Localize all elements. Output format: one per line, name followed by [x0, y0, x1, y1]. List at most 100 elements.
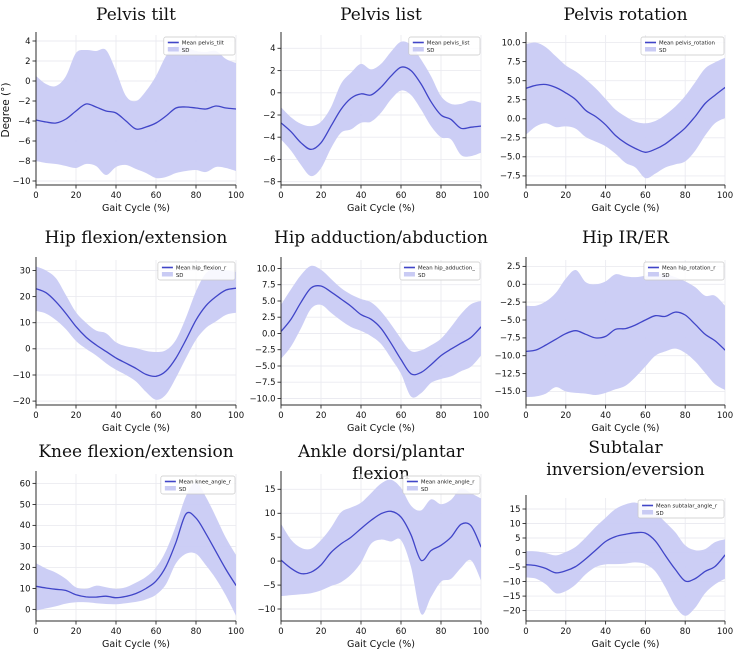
chart-title: Pelvis rotation [517, 0, 734, 30]
mean-line [526, 531, 725, 583]
x-tick-label: 0 [33, 627, 38, 637]
y-tick-label: 0.0 [262, 329, 276, 339]
y-tick-label: 40 [20, 521, 31, 531]
plot-area: 2.5 0.0 −2.5 −5.0 −7.5 −10.0 −12.5 −15.0 0 20 40 60… [494, 257, 733, 434]
y-tick-label: 0 [515, 548, 520, 558]
legend-mean-label: Mean pelvis_rotation [659, 41, 715, 47]
x-tick-label: 40 [600, 191, 611, 201]
x-tick-labels: 0 20 40 60 80 100 [33, 621, 244, 637]
y-tick-label: −5.0 [500, 153, 521, 163]
x-axis-label: Gait Cycle (%) [347, 639, 415, 650]
chart-title-line: Subtalar [588, 438, 663, 458]
y-tick-label: 0.0 [507, 280, 521, 290]
x-tick-labels: 0 20 40 60 80 100 [33, 405, 244, 421]
x-tick-label: 0 [523, 627, 528, 637]
y-tick-label: 5.0 [507, 77, 521, 87]
mean-line [281, 510, 481, 575]
y-tick-labels: 15 10 5 0 −5 −10 [258, 485, 281, 615]
y-tick-label: −8 [263, 178, 276, 188]
y-tick-label: 15 [510, 505, 521, 515]
legend-sd-swatch [167, 47, 179, 52]
y-tick-label: 10 [20, 319, 31, 329]
x-tick-label: 80 [436, 411, 447, 421]
y-tick-label: 5.0 [262, 297, 276, 307]
y-tick-label: −10.0 [249, 394, 275, 404]
x-tick-label: 80 [191, 411, 202, 421]
y-tick-label: 60 [20, 479, 31, 489]
x-tick-label: 60 [640, 191, 651, 201]
chart-cell: Subtalar inversion/eversion 15 10 5 0 −5 −10 −15… [490, 435, 734, 651]
legend-sd-swatch [403, 272, 415, 277]
legend-box [160, 475, 236, 495]
x-axis-label: Gait Cycle (%) [102, 423, 170, 434]
legend: Mean hip_rotation_rSD [643, 261, 725, 281]
chart-title: Hip flexion/extension [27, 215, 245, 255]
y-tick-labels: 10.0 7.5 5.0 2.5 0.0 −2.5 −5.0 −7.5 [500, 38, 526, 182]
x-tick-label: 80 [680, 627, 691, 637]
x-tick-label: 100 [473, 411, 489, 421]
legend-mean-label: Mean pelvis_tilt [182, 41, 224, 47]
x-tick-label: 80 [191, 191, 202, 201]
y-tick-label: 5 [515, 534, 520, 544]
chart-title-line: Hip adduction/abduction [274, 228, 488, 248]
legend-sd-label: SD [179, 487, 187, 493]
x-tick-label: 20 [71, 191, 82, 201]
x-tick-label: 60 [396, 627, 407, 637]
chart-cell: Hip IR/ER 2.5 0.0 −2.5 −5.0 −7.5 −10.0 −12.5 −15… [490, 215, 734, 435]
y-tick-label: −5.0 [255, 362, 276, 372]
x-axis-label: Gait Cycle (%) [347, 203, 415, 214]
legend-box [157, 261, 236, 281]
legend-sd-swatch [645, 47, 656, 52]
legend-sd-label: SD [418, 273, 426, 279]
mean-line [526, 83, 725, 153]
mean-line [281, 66, 481, 151]
y-tick-label: 4 [25, 37, 30, 47]
sd-band [281, 265, 481, 398]
y-tick-label: −6 [263, 155, 276, 165]
chart-title: Pelvis list [272, 0, 490, 30]
chart-cell: Knee flexion/extension 60 50 40 30 20 10 0 0 20 40… [0, 435, 245, 651]
y-tick-label: 2 [25, 57, 30, 67]
x-tick-label: 100 [717, 411, 733, 421]
x-tick-labels: 0 20 40 60 80 100 [278, 621, 489, 637]
x-axis-label: Gait Cycle (%) [102, 639, 170, 650]
legend-sd-swatch [642, 510, 654, 515]
chart-title-line: Pelvis rotation [563, 5, 688, 25]
x-tick-label: 40 [111, 627, 122, 637]
x-tick-label: 100 [228, 191, 244, 201]
x-tick-labels: 0 20 40 60 80 100 [33, 185, 244, 201]
y-tick-label: 0 [270, 89, 275, 99]
sd-band [281, 41, 481, 177]
chart-title-line: Knee flexion/extension [38, 442, 234, 462]
y-tick-label: 10 [20, 584, 31, 594]
y-tick-label: −4 [18, 117, 31, 127]
sd-band [526, 502, 725, 616]
sd-band [36, 44, 236, 179]
chart-title-line: Hip IR/ER [581, 228, 669, 248]
y-tick-label: 15 [265, 485, 276, 495]
y-tick-label: −15.0 [494, 387, 520, 397]
x-tick-label: 0 [523, 191, 528, 201]
legend-sd-label: SD [427, 48, 435, 54]
y-tick-label: 10.0 [502, 38, 521, 48]
x-tick-label: 100 [473, 191, 489, 201]
x-tick-label: 40 [356, 411, 367, 421]
x-tick-label: 60 [151, 411, 162, 421]
y-tick-label: −2.5 [500, 134, 521, 144]
x-axis-label: Gait Cycle (%) [347, 423, 415, 434]
chart-title-line: inversion/eversion [546, 460, 705, 481]
legend-sd-swatch [647, 272, 659, 277]
x-tick-label: 0 [33, 411, 38, 421]
chart-title: Hip adduction/abduction [272, 215, 490, 255]
y-tick-label: 10 [510, 519, 521, 529]
y-tick-label: −7.5 [500, 334, 521, 344]
y-tick-label: 7.5 [262, 281, 276, 291]
sd-band [526, 42, 725, 179]
y-tick-labels: 60 50 40 30 20 10 0 [20, 479, 36, 615]
x-tick-label: 0 [523, 411, 528, 421]
y-tick-label: −10 [13, 177, 31, 187]
chart-cell: Ankle dorsi/plantar flexion 15 10 5 0 −5 −10 0 2… [245, 435, 490, 651]
